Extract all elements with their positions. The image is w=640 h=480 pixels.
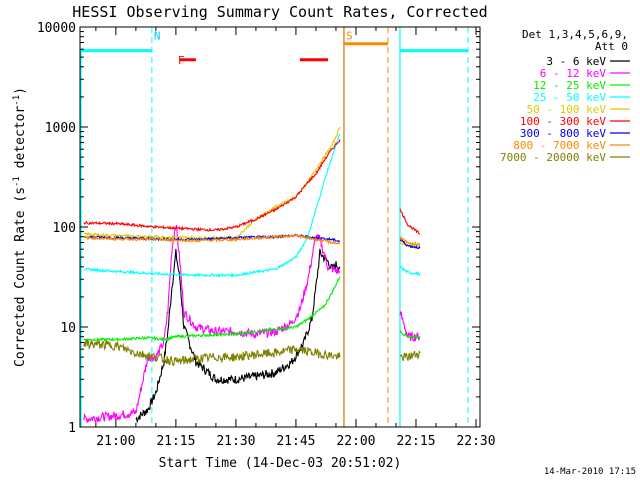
legend-title: Att 0 (595, 40, 628, 53)
series-line-300-800-kev (399, 239, 421, 250)
series-line-800-7000-kev (399, 235, 421, 246)
series-line-25-50-kev (83, 133, 341, 279)
y-tick-label: 100 (53, 221, 76, 236)
series-line-25-50-kev (399, 265, 421, 277)
chart-title: HESSI Observing Summary Count Rates, Cor… (72, 3, 487, 21)
flag-label: N (154, 30, 161, 43)
plot-area: N F S (79, 27, 469, 427)
flag-label: S (346, 30, 353, 43)
x-axis-label: Start Time (14-Dec-03 20:51:02) (159, 456, 402, 471)
series-line-100-300-kev (83, 139, 341, 233)
y-axis-label: Corrected Count Rate (s-1 detector-1) (12, 87, 28, 367)
x-tick-label: 21:00 (96, 434, 135, 449)
series-line-12-25-kev (399, 329, 421, 339)
series-line-7000-20000-kev (83, 338, 341, 367)
series-line-3-6-kev (135, 248, 341, 424)
y-tick-label: 1000 (45, 121, 76, 136)
timestamp: 14-Mar-2010 17:15 (544, 467, 636, 477)
legend-entry-label: 800 - 7000 keV (513, 139, 606, 152)
series-line-7000-20000-kev (399, 350, 421, 362)
x-tick-label: 22:00 (336, 434, 375, 449)
legend-entry-label: 12 - 25 keV (533, 79, 606, 92)
x-tick-label: 22:30 (456, 434, 495, 449)
legend-entry-label: 7000 - 20000 keV (500, 151, 606, 164)
legend-entry-label: 6 - 12 keV (540, 67, 607, 80)
y-axis: 1 10 100 1000 10000 (37, 21, 480, 436)
x-tick-label: 21:45 (276, 434, 315, 449)
legend-entry-label: 3 - 6 keV (546, 55, 606, 68)
x-tick-label: 21:15 (156, 434, 195, 449)
series-line-800-7000-kev (83, 233, 341, 245)
legend-entry-label: 50 - 100 keV (527, 103, 607, 116)
y-tick-label: 10 (60, 321, 76, 336)
x-axis: 21:00 21:15 21:30 21:45 22:00 22:15 22:30 (95, 27, 496, 449)
legend-title: Det 1,3,4,5,6,9, (522, 28, 628, 41)
flag-label: F (178, 54, 185, 67)
y-tick-label: 1 (68, 421, 76, 436)
series-line-12-25-kev (83, 276, 341, 343)
legend-entry-label: 100 - 300 keV (520, 115, 606, 128)
y-tick-label: 10000 (37, 21, 76, 36)
series-line-100-300-kev (399, 208, 421, 235)
legend-entry-label: 25 - 50 keV (533, 91, 606, 104)
legend-entry-label: 300 - 800 keV (520, 127, 606, 140)
x-tick-label: 22:15 (396, 434, 435, 449)
series-line-6-12-kev (83, 224, 341, 424)
x-tick-label: 21:30 (216, 434, 255, 449)
